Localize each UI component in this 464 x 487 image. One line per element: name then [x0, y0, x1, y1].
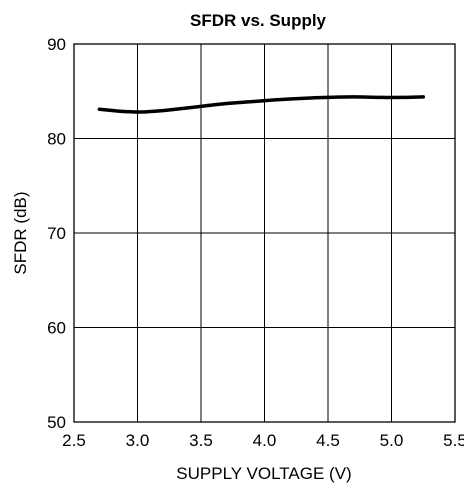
- chart-title: SFDR vs. Supply: [190, 11, 327, 30]
- series-layer: [97, 95, 425, 114]
- y-tick-label: 50: [47, 413, 66, 432]
- y-axis-label: SFDR (dB): [11, 191, 30, 274]
- y-tick-label: 70: [47, 224, 66, 243]
- y-tick-label: 90: [47, 35, 66, 54]
- plot-frame: [73, 43, 456, 423]
- x-tick-label: 5.5: [443, 431, 464, 450]
- sfdr-series-line: [97, 95, 425, 114]
- x-tick-label: 5.0: [380, 431, 404, 450]
- x-tick-label: 2.5: [62, 431, 86, 450]
- x-axis-label: SUPPLY VOLTAGE (V): [176, 464, 351, 483]
- y-tick-label: 60: [47, 319, 66, 338]
- x-tick-label: 4.5: [316, 431, 340, 450]
- x-tick-label: 3.0: [126, 431, 150, 450]
- y-tick-labels: 50 60 70 80 90: [47, 35, 66, 432]
- x-tick-labels: 2.5 3.0 3.5 4.0 4.5 5.0 5.5: [62, 431, 464, 450]
- x-tick-label: 4.0: [253, 431, 277, 450]
- x-tick-label: 3.5: [189, 431, 213, 450]
- y-tick-label: 80: [47, 130, 66, 149]
